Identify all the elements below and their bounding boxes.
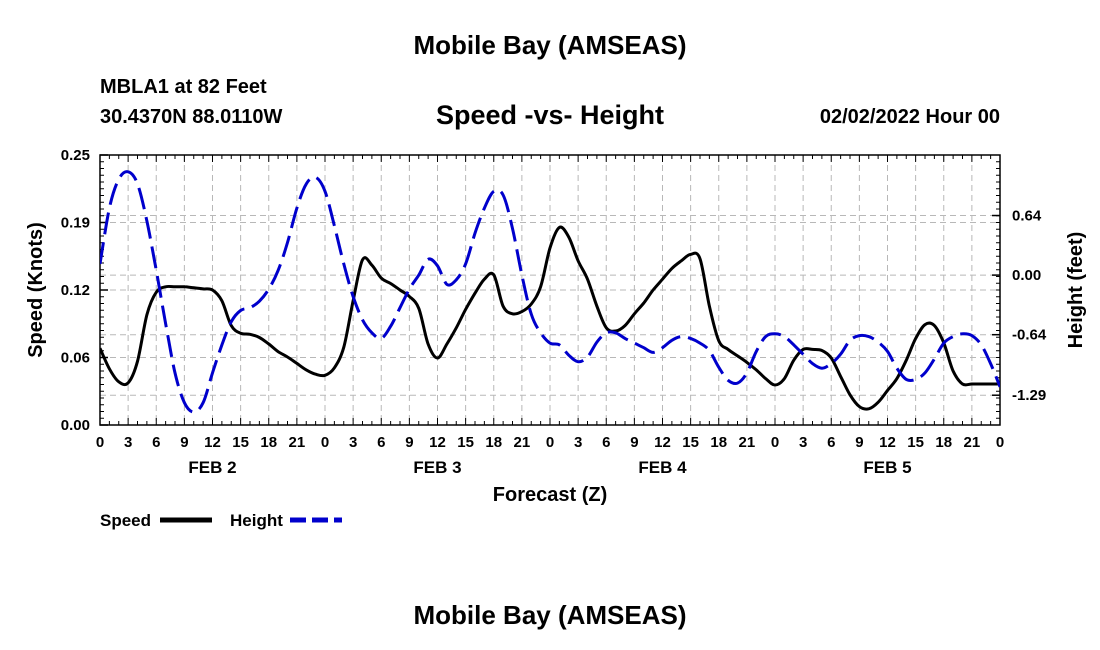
speed-series-line — [100, 225, 1000, 411]
x-tick-label: 21 — [739, 434, 756, 451]
y-left-tick-label: 0.12 — [61, 282, 90, 299]
station-coords: 30.4370N 88.0110W — [100, 106, 283, 128]
day-label: FEB 3 — [413, 458, 461, 477]
x-tick-label: 12 — [204, 434, 221, 451]
x-tick-label: 21 — [964, 434, 981, 451]
x-tick-label: 9 — [855, 434, 863, 451]
x-tick-label: 18 — [710, 434, 727, 451]
x-tick-label: 6 — [377, 434, 385, 451]
x-tick-label: 0 — [996, 434, 1004, 451]
chart-title: Speed -vs- Height — [435, 100, 665, 130]
x-axis-title: Forecast (Z) — [493, 484, 607, 506]
x-tick-label: 0 — [546, 434, 554, 451]
x-tick-label: 9 — [180, 434, 188, 451]
y-left-tick-label: 0.25 — [61, 147, 90, 164]
y-right-axis-title: Height (feet) — [1065, 232, 1087, 349]
forecast-date: 02/02/2022 Hour 00 — [819, 106, 1000, 128]
x-tick-label: 0 — [321, 434, 329, 451]
y-left-axis-title: Speed (Knots) — [25, 222, 47, 358]
legend-label-speed: Speed — [100, 511, 151, 530]
x-tick-label: 21 — [514, 434, 531, 451]
x-tick-label: 15 — [232, 434, 249, 451]
x-tick-label: 9 — [630, 434, 638, 451]
page-title: Mobile Bay (AMSEAS) — [413, 30, 687, 60]
station-name: MBLA1 at 82 Feet — [100, 76, 267, 98]
x-tick-label: 0 — [96, 434, 104, 451]
x-tick-label: 18 — [260, 434, 277, 451]
y-left-tick-label: 0.19 — [61, 215, 90, 232]
x-tick-label: 15 — [907, 434, 924, 451]
x-tick-label: 15 — [682, 434, 699, 451]
x-tick-label: 12 — [654, 434, 671, 451]
y-right-tick-label: -1.29 — [1012, 387, 1046, 404]
x-tick-label: 15 — [457, 434, 474, 451]
day-label: FEB 5 — [863, 458, 911, 477]
x-tick-label: 21 — [289, 434, 306, 451]
x-tick-label: 3 — [124, 434, 132, 451]
y-left-tick-label: 0.06 — [61, 350, 90, 367]
x-tick-label: 6 — [602, 434, 610, 451]
x-tick-label: 12 — [429, 434, 446, 451]
day-label: FEB 4 — [638, 458, 687, 477]
y-left-tick-label: 0.00 — [61, 417, 90, 434]
height-series-line — [100, 170, 1000, 414]
x-tick-label: 3 — [799, 434, 807, 451]
x-tick-label: 3 — [574, 434, 582, 451]
footer-title: Mobile Bay (AMSEAS) — [413, 600, 687, 630]
x-tick-label: 18 — [485, 434, 502, 451]
y-right-tick-label: -0.64 — [1012, 327, 1047, 344]
x-tick-label: 3 — [349, 434, 357, 451]
x-tick-label: 18 — [935, 434, 952, 451]
y-right-tick-label: 0.00 — [1012, 267, 1041, 284]
x-tick-label: 12 — [879, 434, 896, 451]
y-right-tick-label: 0.64 — [1012, 208, 1042, 225]
x-tick-label: 6 — [152, 434, 160, 451]
x-tick-label: 0 — [771, 434, 779, 451]
day-label: FEB 2 — [188, 458, 236, 477]
x-tick-label: 6 — [827, 434, 835, 451]
x-tick-label: 9 — [405, 434, 413, 451]
legend-label-height: Height — [230, 511, 283, 530]
